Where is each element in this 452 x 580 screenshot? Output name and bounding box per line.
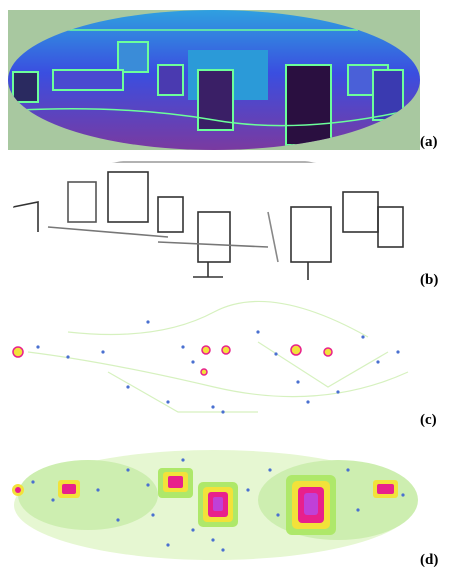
chair-silhouette [285, 64, 332, 146]
dense-saliency-image [8, 430, 420, 572]
panel-label-a: (a) [420, 134, 438, 150]
edge-map-panel [8, 152, 420, 292]
dense-saliency-panel [8, 430, 420, 572]
depth-map-panel [8, 10, 420, 150]
panel-label-d: (d) [420, 552, 439, 568]
sparse-saliency-panel [8, 292, 420, 430]
edge-map-image [8, 152, 420, 292]
panel-label-b: (b) [420, 272, 439, 288]
sparse-saliency-image [8, 292, 420, 430]
depth-map-image [8, 10, 420, 150]
panel-label-c: (c) [420, 412, 437, 428]
